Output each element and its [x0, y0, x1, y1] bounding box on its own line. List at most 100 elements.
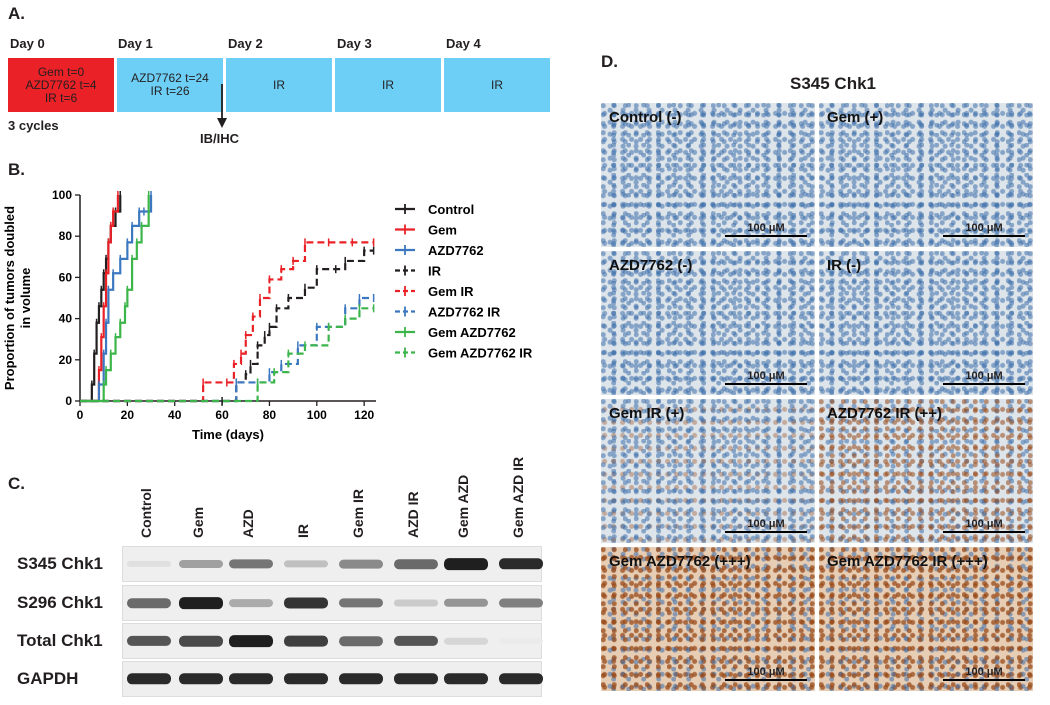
x-tick-label: 0 — [77, 408, 84, 422]
panel-d-letter: D. — [601, 52, 618, 71]
ihc-panel-label: Gem AZD7762 IR (+++) — [827, 553, 988, 570]
blot-band — [394, 673, 438, 685]
ihc-panel-label: AZD7762 IR (++) — [827, 405, 943, 422]
blot-band — [284, 560, 328, 568]
x-tick-label: 100 — [307, 408, 327, 422]
blot-band — [394, 559, 438, 569]
panel-c-letter: C. — [8, 474, 25, 493]
x-tick-label: 60 — [215, 408, 229, 422]
blot-strip — [122, 585, 543, 621]
y-axis-label-line: in volume — [18, 268, 33, 329]
blot-strip — [122, 546, 543, 582]
series-line-azd7762 — [80, 195, 153, 403]
panel-a-letter: A. — [8, 4, 25, 23]
blot-band — [179, 597, 223, 609]
scale-bar — [943, 679, 1025, 681]
x-tick-label: 120 — [354, 408, 374, 422]
blot-band — [179, 559, 223, 569]
ihc-panel-label: AZD7762 (-) — [609, 257, 693, 274]
blot-column-label: AZD — [240, 509, 256, 538]
legend-label: IR — [428, 264, 442, 279]
ihc-panel-label: Control (-) — [609, 109, 682, 126]
legend-label: AZD7762 IR — [428, 305, 501, 320]
blot-band — [444, 673, 488, 685]
ihc-micrograph: IR (-) 100 μM — [819, 251, 1033, 395]
ihc-micrograph: AZD7762 (-) 100 μM — [601, 251, 815, 395]
blot-column-label: IR — [295, 524, 311, 538]
blot-row-label: S345 Chk1 — [17, 554, 103, 573]
legend-label: Gem — [428, 223, 457, 238]
y-tick-label: 40 — [59, 312, 73, 326]
blot-band — [229, 599, 273, 607]
ihc-micrograph: Control (-) 100 μM — [601, 103, 815, 247]
scale-bar — [725, 235, 807, 237]
day-3-box: IR — [335, 58, 441, 112]
blot-row-label: GAPDH — [17, 669, 79, 688]
blot-row-label: S296 Chk1 — [17, 593, 103, 612]
blot-band — [394, 599, 438, 607]
blot-band — [127, 635, 171, 647]
survival-chart: 0 20 40 60 80 100 0 20 40 60 80 100 120 Time (days) Pr… — [2, 188, 533, 442]
day-0-box: Gem t=0 AZD7762 t=4 IR t=6 — [8, 58, 114, 112]
day-4-label: Day 4 — [446, 36, 481, 51]
y-tick-label: 0 — [65, 394, 72, 408]
series-line-gem-ir — [80, 241, 374, 403]
blot-band — [339, 559, 383, 569]
scale-bar — [725, 679, 807, 681]
blot-band — [339, 598, 383, 608]
ihc-panel-label: Gem AZD7762 (+++) — [609, 553, 751, 570]
blot-band — [444, 598, 488, 608]
blot-band — [229, 559, 273, 569]
ihc-panel-label: Gem (+) — [827, 109, 884, 126]
blot-row-label: Total Chk1 — [17, 631, 103, 650]
blot-band — [179, 635, 223, 647]
scale-bar — [943, 235, 1025, 237]
scale-bar-label: 100 μM — [965, 370, 1003, 382]
ihc-micrograph: Gem AZD7762 (+++) 100 μM — [601, 547, 815, 691]
x-tick-label: 20 — [121, 408, 135, 422]
panel-b-letter: B. — [8, 160, 25, 179]
scale-bar-label: 100 μM — [965, 666, 1003, 678]
ihc-micrograph: Gem AZD7762 IR (+++) 100 μM — [819, 547, 1033, 691]
blot-band — [444, 637, 488, 645]
day-1-label: Day 1 — [118, 36, 153, 51]
blot-band — [284, 597, 328, 609]
blot-band — [339, 636, 383, 646]
day-2-box: IR — [226, 58, 332, 112]
blot-band — [229, 635, 273, 647]
ib-ihc-label: IB/IHC — [200, 131, 239, 146]
y-axis-label-line: Proportion of tumors doubled — [2, 206, 17, 390]
x-tick-label: 80 — [263, 408, 277, 422]
blot-band — [284, 673, 328, 685]
series-line-gem-azd7762-ir — [80, 307, 374, 403]
ihc-title: S345 Chk1 — [790, 74, 876, 93]
scale-bar-label: 100 μM — [747, 518, 785, 530]
blot-band — [127, 560, 171, 568]
ib-ihc-arrow — [217, 84, 227, 128]
day-4-box: IR — [444, 58, 550, 112]
x-tick-label: 40 — [168, 408, 182, 422]
series-line-ir — [80, 249, 374, 403]
blot-band — [394, 635, 438, 647]
day-3-label: Day 3 — [337, 36, 372, 51]
blot-band — [127, 673, 171, 685]
blot-band — [284, 635, 328, 647]
legend-label: Gem AZD7762 IR — [428, 346, 533, 361]
blot-column-label: Control — [138, 488, 154, 538]
legend-label: Control — [428, 202, 474, 217]
blot-column-label: Gem AZD IR — [510, 456, 526, 538]
blot-band — [229, 673, 273, 685]
legend-label: AZD7762 — [428, 243, 484, 258]
blot-column-label: Gem AZD — [455, 474, 471, 538]
blot-band — [179, 673, 223, 685]
ihc-micrograph: Gem (+) 100 μM — [819, 103, 1033, 247]
blot-band — [339, 673, 383, 685]
blot-band — [127, 598, 171, 608]
y-tick-label: 80 — [59, 229, 73, 243]
scale-bar-label: 100 μM — [965, 222, 1003, 234]
ihc-micrograph: Gem IR (+) 100 μM — [601, 399, 815, 543]
y-tick-label: 20 — [59, 353, 73, 367]
y-tick-label: 100 — [52, 188, 72, 202]
blot-band — [499, 598, 543, 608]
blot-column-label: AZD IR — [405, 491, 421, 538]
